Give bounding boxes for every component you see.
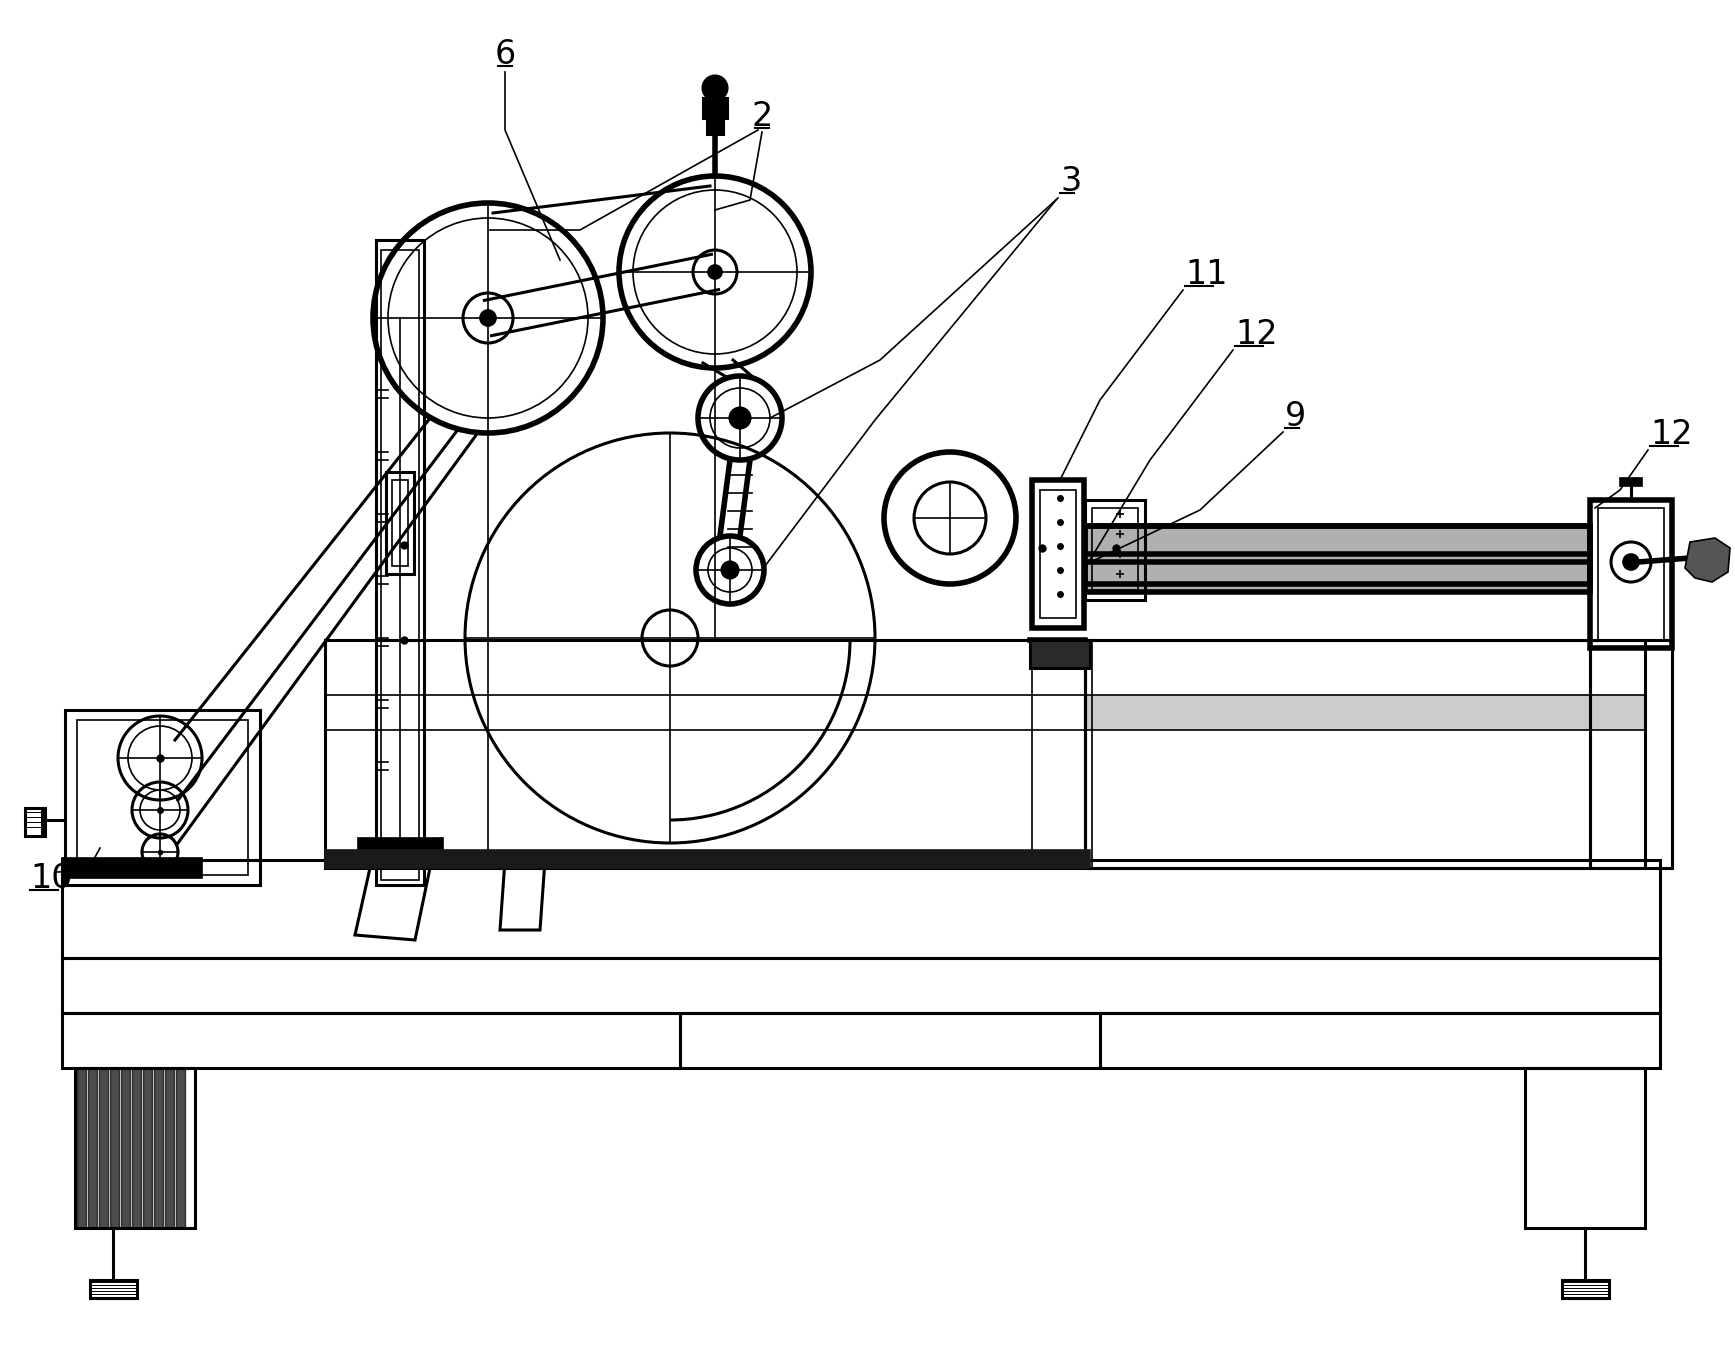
Circle shape bbox=[730, 408, 750, 428]
Bar bbox=[1084, 640, 1645, 868]
Bar bbox=[1031, 640, 1090, 669]
Text: 10: 10 bbox=[29, 862, 73, 895]
Bar bbox=[357, 838, 442, 850]
Circle shape bbox=[1622, 555, 1640, 570]
Bar bbox=[24, 808, 45, 837]
Bar bbox=[1032, 480, 1084, 628]
Bar bbox=[703, 98, 727, 118]
Bar bbox=[382, 250, 418, 880]
Bar bbox=[62, 860, 1660, 957]
Bar bbox=[385, 472, 415, 574]
Bar bbox=[64, 711, 260, 885]
Bar bbox=[1039, 490, 1076, 618]
Polygon shape bbox=[1685, 538, 1730, 582]
Circle shape bbox=[708, 264, 722, 279]
Bar bbox=[76, 720, 248, 875]
Circle shape bbox=[481, 311, 496, 325]
Text: 12: 12 bbox=[1650, 418, 1693, 452]
Bar bbox=[1525, 1069, 1645, 1229]
Bar bbox=[1084, 526, 1589, 593]
Text: 12: 12 bbox=[1235, 319, 1277, 351]
Bar bbox=[1084, 640, 1589, 868]
Bar bbox=[376, 240, 423, 885]
Bar bbox=[62, 957, 1660, 1013]
Bar bbox=[90, 1280, 137, 1298]
Circle shape bbox=[722, 561, 737, 578]
Text: 11: 11 bbox=[1185, 258, 1227, 292]
Bar bbox=[1084, 696, 1645, 730]
Text: 2: 2 bbox=[751, 100, 772, 133]
Bar bbox=[324, 850, 1090, 868]
Bar bbox=[75, 1069, 194, 1229]
Bar bbox=[1620, 479, 1641, 485]
Bar bbox=[1084, 500, 1145, 599]
Text: 3: 3 bbox=[1060, 165, 1081, 198]
Bar bbox=[1598, 508, 1664, 640]
Bar bbox=[1084, 526, 1589, 555]
Bar bbox=[1084, 561, 1589, 584]
Bar bbox=[370, 845, 435, 860]
Text: 6: 6 bbox=[494, 38, 515, 71]
Circle shape bbox=[703, 76, 727, 100]
Bar bbox=[1032, 640, 1091, 868]
Bar bbox=[324, 640, 1084, 868]
Bar bbox=[1562, 1280, 1608, 1298]
Bar bbox=[1084, 526, 1589, 593]
Bar bbox=[1589, 640, 1673, 868]
Bar bbox=[392, 480, 408, 565]
Bar bbox=[62, 858, 201, 877]
Text: 9: 9 bbox=[1286, 400, 1306, 433]
Bar bbox=[62, 1013, 1660, 1069]
Bar bbox=[1091, 508, 1138, 590]
Bar bbox=[706, 117, 723, 134]
Bar bbox=[1589, 500, 1673, 648]
